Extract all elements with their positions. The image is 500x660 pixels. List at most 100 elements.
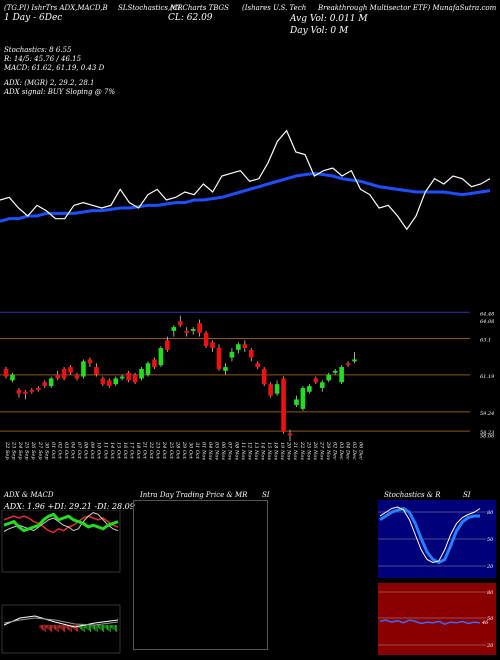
candle-body	[177, 321, 183, 326]
intraday-panel-si: SI	[262, 491, 270, 499]
candle-body	[242, 344, 248, 349]
candle-body	[68, 367, 73, 373]
adx-readout: ADX: (MGR) 2, 29.2, 28.1	[4, 79, 95, 87]
candle-body	[184, 330, 190, 333]
date-tick-label: 13 Nov	[253, 442, 259, 460]
date-axis: 22 Sep 23 Sep 24 Sep 25 Sep 26 Sep 27 Sep 30 S…	[4, 441, 364, 460]
r-tick-label: 50	[487, 616, 494, 622]
date-tick-label: 01 Oct	[50, 442, 56, 460]
date-tick-label: 20 Nov	[286, 441, 292, 460]
price-line	[0, 129, 491, 231]
candle-body	[113, 378, 119, 385]
date-tick-label: 03 Oct	[63, 442, 69, 460]
candle-body	[126, 372, 131, 381]
date-tick-label: 03 Dec	[338, 442, 344, 460]
candle-body	[3, 368, 9, 377]
stoch-panel-title: Stochastics & R	[384, 491, 441, 499]
date-tick-label: 23 Oct	[155, 441, 161, 460]
date-tick-label: 22 Sep	[4, 441, 10, 460]
macd-signal-line	[3, 617, 119, 626]
candle-body	[236, 344, 241, 350]
date-tick-label: 21 Oct	[142, 441, 148, 460]
date-tick-label: 11 Nov	[240, 442, 246, 460]
date-tick-label: 24 Oct	[161, 441, 167, 460]
adx-panel-values: ADX: 1.96 +DI: 29.21 -DI: 28.09	[4, 502, 135, 511]
candle-body	[197, 323, 202, 333]
candle-body	[119, 376, 125, 379]
adx-frame	[1, 510, 121, 573]
candle-body	[229, 351, 235, 358]
header-title-fund: (Ishares U.S. Tech	[242, 4, 307, 12]
date-tick-label: 26 Sep	[30, 441, 36, 460]
candle-body	[281, 378, 286, 432]
header-timeframe: 1 Day - 6Dec	[4, 13, 63, 23]
date-tick-label: 08 Oct	[83, 442, 89, 460]
candle-body	[294, 399, 299, 406]
date-tick-label: 23 Sep	[11, 441, 17, 460]
candle-body	[87, 359, 93, 364]
header-title-left: (TG.PI) IshrTrs ADX,MACD,B	[4, 4, 108, 12]
candle-body	[261, 368, 267, 385]
candle-body	[74, 374, 80, 379]
date-tick-label: 06 Dec	[358, 442, 364, 460]
candle-body	[326, 374, 332, 381]
intraday-panel	[133, 500, 268, 650]
candle-body	[100, 378, 106, 385]
date-tick-label: 25 Nov	[305, 441, 311, 460]
macd-frame	[1, 604, 121, 654]
intraday-panel-title: Intra Day Trading Price & MR	[140, 491, 248, 499]
candle-body	[216, 348, 222, 369]
candle-body	[48, 378, 54, 387]
date-tick-label: 26 Nov	[312, 441, 318, 460]
candle-body	[171, 327, 177, 331]
stoch-panel-si: SI	[463, 491, 471, 499]
candle-body	[300, 387, 306, 409]
price-axis-label: 64.08	[480, 319, 494, 325]
date-tick-label: 25 Oct	[168, 441, 174, 460]
price-axis-label: 61.19	[480, 374, 495, 380]
stoch-tick-label: 20	[486, 564, 494, 570]
candle-body	[332, 370, 338, 373]
avg-volume-label: Avg Vol: 0.011 M	[290, 14, 368, 24]
date-tick-label: 01 Nov	[201, 442, 207, 460]
candle-body	[35, 387, 41, 390]
candle-body	[165, 340, 170, 350]
price-axis-label: 64.48	[480, 311, 494, 317]
candle-body	[223, 367, 228, 371]
date-tick-label: 14 Nov	[259, 442, 265, 460]
adx-signal-readout: ADX signal: BUY Sloping @ 7%	[4, 88, 116, 96]
date-tick-label: 04 Oct	[70, 442, 76, 460]
candle-body	[203, 332, 209, 347]
candle-body	[94, 367, 99, 375]
date-tick-label: 29 Nov	[325, 441, 331, 460]
date-tick-label: 27 Nov	[318, 441, 324, 460]
r-value-label: 46	[481, 620, 489, 626]
r-line	[379, 619, 481, 626]
date-tick-label: 10 Oct	[96, 442, 102, 460]
candle-body	[42, 382, 48, 387]
candle-body	[145, 363, 151, 375]
candle-body	[352, 359, 357, 362]
date-tick-label: 29 Oct	[181, 441, 187, 460]
candle-body	[307, 386, 312, 392]
date-tick-label: 24 Sep	[17, 441, 23, 460]
candle-body	[29, 389, 35, 392]
date-tick-label: 07 Oct	[76, 442, 82, 460]
r-tick-label: 80	[487, 590, 494, 596]
candle-body	[287, 433, 293, 436]
plus-di-line	[3, 512, 119, 533]
date-tick-label: 22 Nov	[299, 441, 305, 460]
r-readout: R: 14/5: 45.76 / 46.15	[4, 55, 82, 63]
r-tick-label: 20	[486, 643, 494, 649]
close-price-label: CL: 62.09	[168, 13, 213, 23]
date-tick-label: 02 Oct	[56, 442, 62, 460]
candle-body	[345, 363, 351, 366]
adx-macd-panel	[1, 510, 121, 654]
macd-line	[3, 615, 119, 628]
date-tick-label: 04 Nov	[207, 442, 213, 460]
date-tick-label: 27 Sep	[37, 441, 43, 460]
date-tick-label: 31 Oct	[194, 442, 200, 460]
candle-body	[132, 374, 138, 383]
price-axis-label: 59.24	[480, 411, 494, 417]
day-volume-label: Day Vol: 0 M	[290, 26, 349, 36]
